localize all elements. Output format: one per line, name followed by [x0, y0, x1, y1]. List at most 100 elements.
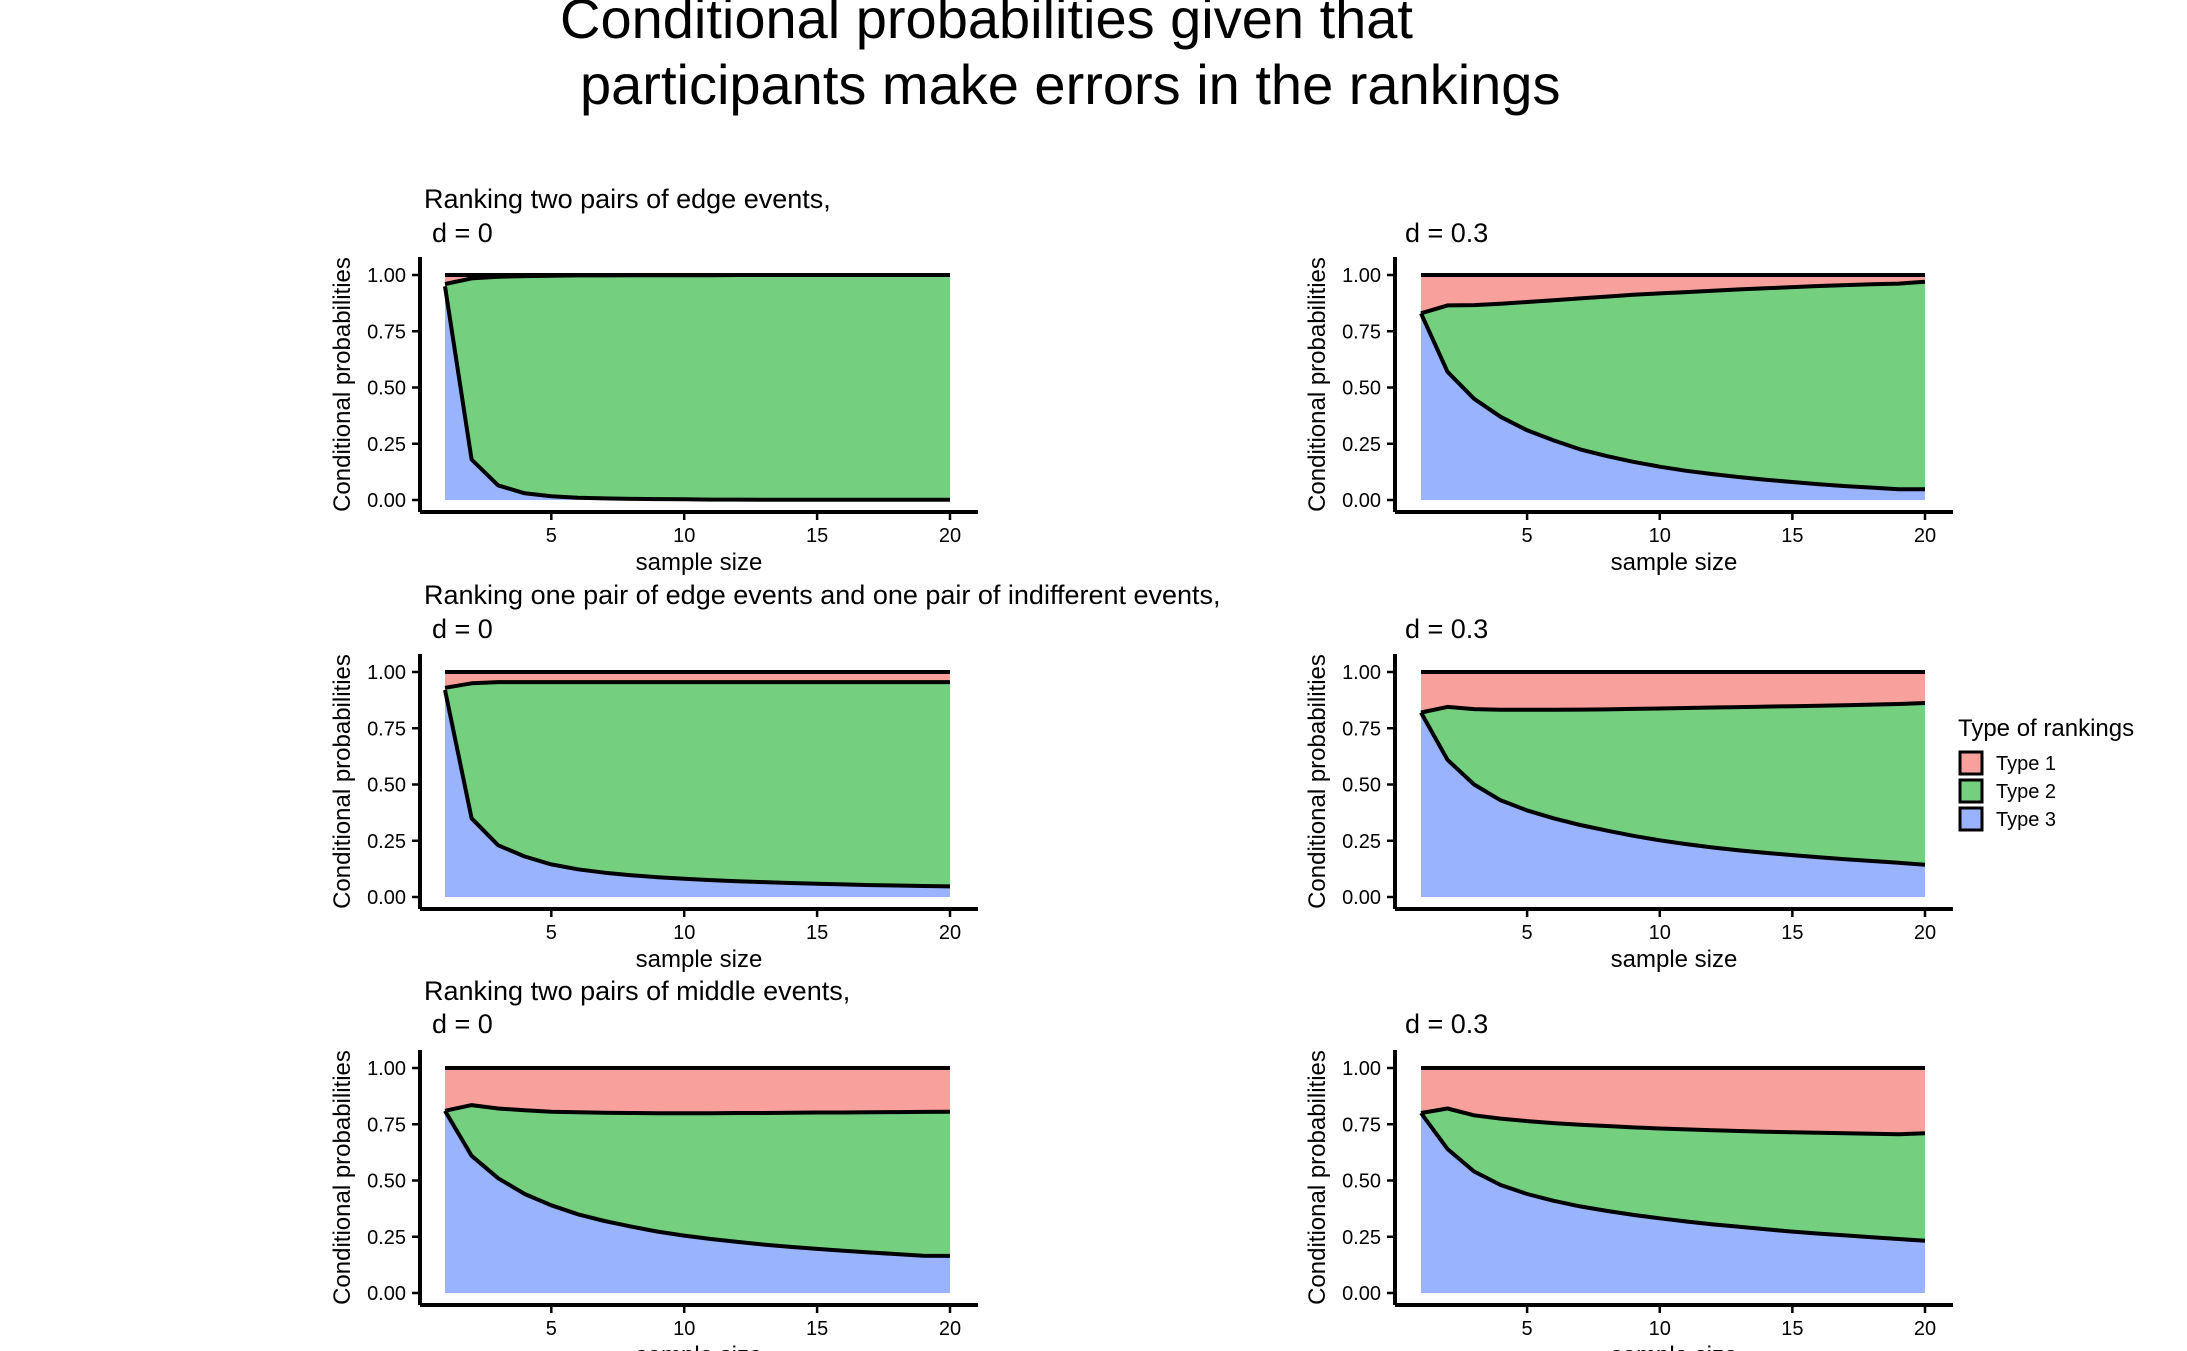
y-axis-label: Conditional probabilities: [329, 1050, 356, 1305]
area-type2: [445, 682, 950, 887]
y-tick-label: 0.75: [1342, 1114, 1381, 1136]
y-tick-label: 0.00: [1342, 490, 1381, 512]
x-axis-label: sample size: [636, 946, 763, 973]
series-line-type2: [1420, 279, 1926, 316]
x-tick-label: 20: [939, 922, 961, 944]
y-tick-label: 0.00: [1342, 887, 1381, 909]
y-axis-label: Conditional probabilities: [329, 257, 356, 512]
area-type2: [1421, 703, 1925, 865]
series-line-type2: [444, 680, 950, 690]
x-tick-label: 5: [1522, 525, 1533, 547]
x-tick-label: 20: [1914, 525, 1936, 547]
panel-title: Ranking two pairs of middle events,: [424, 976, 850, 1006]
y-tick-label: 0.75: [1342, 718, 1381, 740]
y-tick-label: 1.00: [1342, 265, 1381, 287]
panel-subtitle: d = 0.3: [1405, 614, 1488, 644]
y-axis-label: Conditional probabilities: [1304, 1050, 1331, 1305]
y-tick-label: 0.25: [1342, 434, 1381, 456]
x-tick-label: 10: [673, 922, 695, 944]
area-type3: [445, 690, 950, 897]
y-tick-label: 1.00: [367, 1058, 406, 1080]
panel-subtitle: d = 0: [432, 1009, 493, 1039]
panel-subtitle: d = 0: [432, 614, 493, 644]
x-tick-label: 15: [806, 525, 828, 547]
y-tick-label: 0.50: [367, 775, 406, 797]
area-type1: [445, 672, 950, 688]
x-tick-label: 20: [1914, 1318, 1936, 1340]
y-tick-label: 1.00: [367, 265, 406, 287]
series-line-type2: [444, 1103, 951, 1116]
legend: Type of rankings Type 1 Type 2 Type 3: [1958, 715, 2134, 832]
legend-label-type1: Type 1: [1996, 753, 2056, 775]
x-tick-label: 15: [1781, 922, 1803, 944]
x-axis-label: sample size: [1611, 1342, 1738, 1351]
y-tick-label: 1.00: [367, 662, 406, 684]
area-type1: [1421, 672, 1925, 713]
legend-label-type3: Type 3: [1996, 809, 2056, 831]
area-type2: [1421, 1108, 1925, 1241]
series-line-type2: [1420, 1106, 1926, 1137]
area-type1: [1421, 1068, 1925, 1135]
area-type2: [445, 275, 950, 500]
panel-subtitle: d = 0.3: [1405, 1009, 1488, 1039]
area-type1: [445, 1068, 950, 1114]
area-type1: [1421, 275, 1925, 314]
y-tick-label: 0.25: [367, 831, 406, 853]
chart-panel-3: Ranking one pair of edge events and one …: [329, 580, 1221, 973]
chart-panel-2: d = 0.3 0.00 0.25 0.50 0.75 1.00 5 10 15 20 sample…: [1304, 218, 1953, 576]
y-axis-label: Conditional probabilities: [1304, 257, 1331, 512]
y-tick-label: 0.50: [367, 1171, 406, 1193]
legend-title: Type of rankings: [1958, 715, 2134, 742]
y-tick-label: 0.00: [1342, 1283, 1381, 1305]
main-title-line2: participants make errors in the rankings: [580, 53, 1561, 116]
x-tick-label: 5: [1522, 922, 1533, 944]
panel-subtitle: d = 0: [432, 218, 493, 248]
chart-panel-1: Ranking two pairs of edge events, d = 0 0.…: [329, 184, 978, 576]
y-axis-label: Conditional probabilities: [1304, 654, 1331, 909]
x-tick-label: 10: [673, 1318, 695, 1340]
legend-swatch-type1: [1958, 750, 1984, 776]
series-line-type2: [444, 273, 950, 286]
y-tick-label: 0.50: [1342, 775, 1381, 797]
y-axis-label: Conditional probabilities: [329, 654, 356, 909]
y-tick-label: 0.25: [367, 434, 406, 456]
main-title: Conditional probabilities given that par…: [560, 0, 1660, 118]
x-tick-label: 5: [546, 922, 557, 944]
series-line-type3: [1419, 312, 1925, 492]
y-tick-label: 0.50: [367, 378, 406, 400]
main-title-line1: Conditional probabilities given that: [560, 0, 1413, 50]
y-tick-label: 0.50: [1342, 378, 1381, 400]
x-axis-label: sample size: [1611, 946, 1738, 973]
y-tick-label: 0.50: [1342, 1171, 1381, 1193]
x-axis-label: sample size: [636, 1342, 763, 1351]
x-tick-label: 10: [1649, 922, 1671, 944]
x-tick-label: 10: [1649, 1318, 1671, 1340]
area-type3: [1421, 1113, 1925, 1293]
x-axis-label: sample size: [636, 549, 763, 576]
chart-panel-6: d = 0.3 0.00 0.25 0.50 0.75 1.00 5 10 15 20 sample…: [1304, 1009, 1953, 1351]
chart-panel-5: Ranking two pairs of middle events,d = 0…: [329, 976, 978, 1351]
series-line-type3: [443, 1109, 951, 1258]
x-tick-label: 20: [1914, 922, 1936, 944]
x-tick-label: 15: [1781, 1318, 1803, 1340]
series-line-type2: [1420, 701, 1926, 715]
x-tick-label: 5: [1522, 1318, 1533, 1340]
legend-label-type2: Type 2: [1996, 781, 2056, 803]
y-tick-label: 0.75: [367, 1114, 406, 1136]
y-tick-label: 1.00: [1342, 1058, 1381, 1080]
y-tick-label: 0.25: [1342, 831, 1381, 853]
x-tick-label: 5: [546, 1318, 557, 1340]
y-tick-label: 0.25: [1342, 1227, 1381, 1249]
x-tick-label: 5: [546, 525, 557, 547]
legend-swatch-type3: [1958, 806, 1984, 832]
series-line-type3: [443, 689, 951, 889]
panel-title: Ranking two pairs of edge events,: [424, 184, 831, 214]
x-tick-label: 15: [806, 1318, 828, 1340]
y-tick-label: 0.75: [367, 321, 406, 343]
y-tick-label: 0.00: [367, 490, 406, 512]
x-axis-label: sample size: [1611, 549, 1738, 576]
x-tick-label: 20: [939, 525, 961, 547]
series-line-type3: [1419, 711, 1926, 867]
area-type3: [1421, 712, 1925, 897]
